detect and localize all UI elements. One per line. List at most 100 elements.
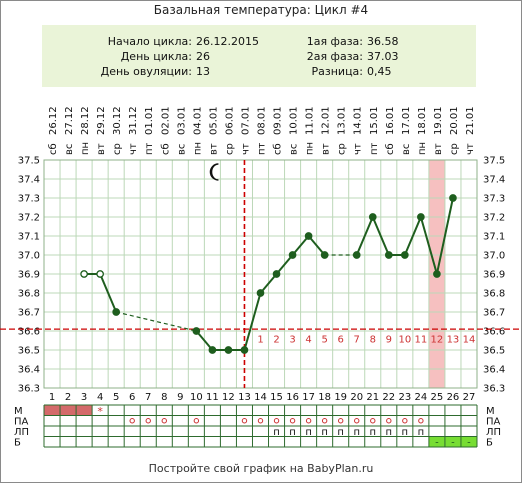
ovulation-day-label: День овуляции: (100, 65, 192, 78)
y-tick-label-left: 36.9 (18, 270, 40, 281)
table-row-label-left: Б (14, 437, 21, 448)
weekday-label: пт (144, 142, 155, 155)
temperature-point (80, 270, 88, 278)
weekday-label: вт (208, 143, 219, 155)
day-number-label: 26 (447, 392, 460, 403)
date-label: 06.01 (224, 106, 235, 135)
date-label: 15.01 (369, 106, 380, 135)
day-number-label: 12 (222, 392, 235, 403)
day-number-label: 22 (382, 392, 395, 403)
temperature-line-segment (243, 292, 262, 351)
y-tick-label-right: 36.9 (483, 270, 505, 281)
day-number-label: 27 (463, 392, 476, 403)
phase2-value: 37.03 (367, 50, 399, 63)
pa-marker (241, 418, 248, 424)
weekday-label: сб (273, 143, 284, 155)
y-tick-label-right: 36.5 (483, 346, 505, 357)
y-tick-label-right: 36.3 (483, 384, 505, 395)
post-ovulation-day-number: 12 (431, 335, 444, 346)
cycle-info-panel: Начало цикла: 26.12.2015 День цикла: 26 … (42, 25, 476, 87)
b-mark-cell (460, 436, 477, 447)
menstruation-cell (44, 405, 61, 416)
b-mark-cell (444, 436, 461, 447)
day-number-label: 10 (190, 392, 203, 403)
day-number-label: 7 (145, 392, 151, 403)
y-tick-label-right: 37.0 (483, 251, 505, 262)
y-tick-label-left: 37.4 (18, 175, 40, 186)
day-number-label: 8 (161, 392, 167, 403)
date-label: 12.01 (321, 106, 332, 135)
day-number-label: 5 (113, 392, 119, 403)
temperature-point (96, 270, 104, 278)
post-ovulation-day-number: 10 (398, 335, 411, 346)
post-ovulation-day-number: 13 (447, 335, 460, 346)
lp-marker: п (402, 427, 409, 438)
y-tick-label-left: 36.4 (18, 365, 40, 376)
post-ovulation-day-number: 1 (257, 335, 263, 346)
y-tick-label-left: 37.5 (18, 156, 40, 167)
date-label: 05.01 (208, 106, 219, 135)
date-label: 14.01 (353, 106, 364, 135)
difference-label: Разница: (311, 65, 364, 78)
date-label: 09.01 (273, 106, 284, 135)
post-ovulation-day-number: 4 (305, 335, 311, 346)
day-number-label: 9 (177, 392, 183, 403)
day-number-label: 15 (270, 392, 283, 403)
table-row-label-left: ПА (14, 416, 29, 427)
y-tick-label-left: 37.3 (18, 194, 40, 205)
day-number-label: 25 (431, 392, 444, 403)
pa-marker (129, 418, 135, 424)
date-label: 21.01 (465, 106, 476, 135)
y-tick-label-left: 37.0 (18, 251, 40, 262)
pa-marker (386, 418, 392, 424)
weekday-label: ср (112, 143, 123, 155)
y-tick-label-left: 37.2 (18, 213, 40, 224)
post-ovulation-day-number: 2 (273, 335, 279, 346)
weekday-label: сб (385, 143, 396, 155)
star-marker: * (97, 405, 103, 418)
weekday-label: ср (337, 143, 348, 155)
y-tick-label-right: 37.2 (483, 213, 505, 224)
pa-marker (402, 418, 408, 424)
temperature-point (384, 251, 393, 259)
menstruation-cell (76, 405, 93, 416)
temperature-point (417, 213, 425, 221)
date-label: 29.12 (96, 106, 107, 135)
temperature-point (224, 346, 233, 354)
day-number-label: 4 (97, 392, 103, 403)
post-ovulation-day-number: 7 (354, 335, 360, 346)
temperature-point (449, 194, 457, 202)
lp-marker: п (273, 427, 280, 438)
footer-link[interactable]: Постройте свой график на BabyPlan.ru (148, 462, 374, 475)
weekday-label: пн (417, 142, 428, 155)
date-label: 04.01 (192, 106, 203, 135)
day-number-label: 14 (254, 392, 267, 403)
pa-marker (370, 418, 376, 424)
date-label: 10.01 (289, 106, 300, 135)
y-tick-label-right: 36.8 (483, 289, 505, 300)
weekday-label: пн (80, 142, 91, 155)
weekday-label: вт (96, 143, 107, 155)
temperature-line-segment (419, 216, 438, 275)
temperature-line-segment (291, 235, 310, 256)
weekday-label: вс (176, 144, 187, 155)
day-number-label: 13 (238, 392, 251, 403)
temperature-line-segment (371, 216, 390, 256)
date-label: 30.12 (112, 106, 123, 135)
day-number-label: 21 (366, 392, 379, 403)
day-number-label: 2 (65, 392, 71, 403)
post-ovulation-day-number: 3 (289, 335, 295, 346)
date-label: 26.12 (48, 106, 59, 135)
day-number-label: 20 (350, 392, 363, 403)
y-tick-label-right: 37.5 (483, 156, 505, 167)
weekday-label: пн (305, 142, 316, 155)
post-ovulation-day-number: 11 (415, 335, 428, 346)
weekday-label: чт (465, 143, 476, 155)
pa-marker (273, 418, 280, 424)
y-tick-label-left: 36.6 (18, 327, 40, 338)
temperature-point (352, 251, 361, 259)
day-number-label: 18 (318, 392, 331, 403)
weekday-label: чт (353, 143, 364, 155)
lp-marker: п (418, 427, 425, 438)
